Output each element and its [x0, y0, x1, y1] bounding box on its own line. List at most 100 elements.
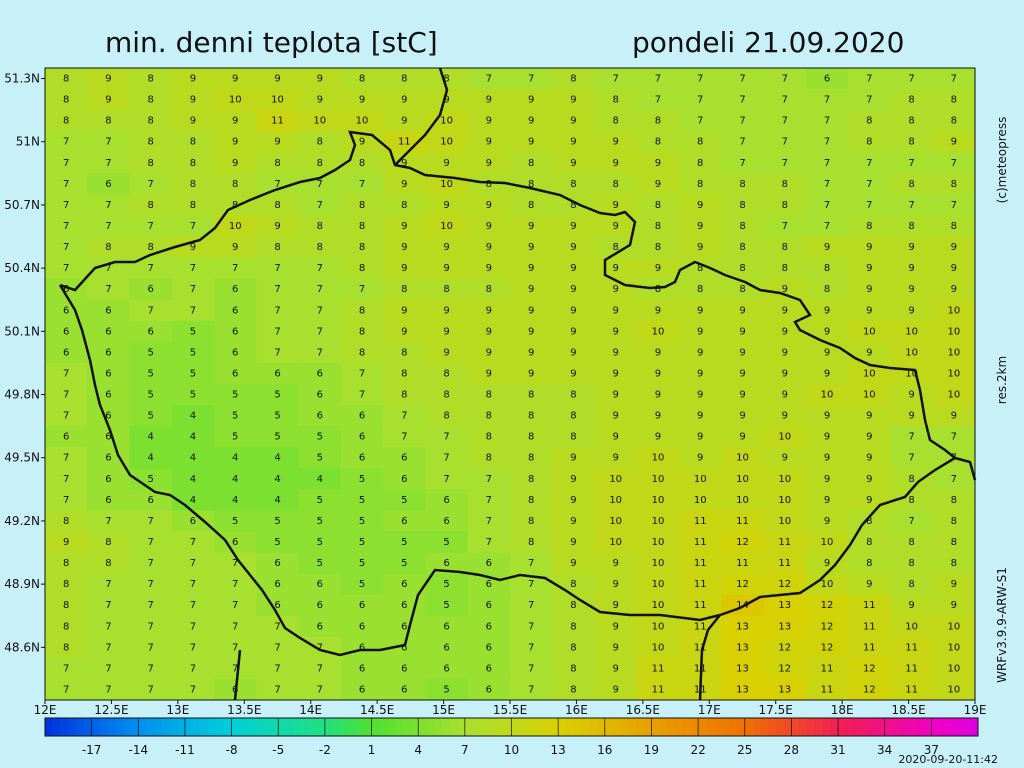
cell-value: 8 [401, 390, 407, 401]
cell-fill [636, 194, 680, 216]
cell-value: 6 [443, 558, 449, 569]
cell-value: 6 [486, 558, 492, 569]
cell-fill [763, 489, 807, 511]
cell-fill [679, 615, 722, 638]
cell-fill [340, 468, 384, 490]
cell-fill [721, 384, 765, 406]
cell-value: 8 [232, 179, 238, 190]
cell-value: 6 [105, 453, 111, 464]
cell-fill [383, 615, 426, 638]
colorbar-segment [721, 718, 730, 736]
cell-fill [932, 573, 976, 596]
cell-fill [848, 447, 891, 469]
cell-value: 8 [147, 116, 153, 127]
colorbar-segment [791, 718, 800, 736]
cell-value: 10 [609, 495, 622, 506]
cell-value: 8 [866, 116, 872, 127]
colorbar-segment [441, 718, 450, 736]
cell-fill [45, 173, 88, 195]
cell-fill [87, 362, 131, 385]
cell-fill [129, 468, 173, 490]
cell-fill [45, 489, 88, 511]
cell-fill [298, 68, 342, 90]
cell-value: 8 [528, 179, 534, 190]
cell-value: 9 [824, 242, 830, 253]
colorbar-segment [667, 718, 676, 736]
cell-value: 9 [401, 179, 407, 190]
cell-value: 10 [736, 453, 749, 464]
cell-fill [214, 531, 257, 554]
cell-value: 9 [655, 263, 661, 274]
colorbar-segment [783, 718, 792, 736]
cell-value: 7 [190, 600, 196, 611]
resolution: res.2km [995, 356, 1009, 404]
cell-value: 6 [359, 684, 365, 695]
colorbar-segment [542, 718, 551, 736]
cell-fill [890, 468, 934, 490]
colorbar-segment [845, 718, 855, 736]
cell-value: 6 [105, 326, 111, 337]
cell-fill [721, 615, 765, 638]
cell-fill [932, 657, 976, 680]
colorbar-segment [806, 718, 816, 736]
cell-value: 8 [317, 242, 323, 253]
cell-fill [932, 131, 976, 153]
cell-fill [214, 152, 257, 174]
cell-fill [467, 215, 511, 238]
cell-fill [932, 615, 976, 638]
cell-value: 9 [190, 116, 196, 127]
cell-fill [214, 384, 257, 406]
cell-fill [721, 278, 765, 301]
colorbar-segment [239, 718, 248, 736]
cell-fill [298, 678, 342, 701]
cell-value: 9 [697, 200, 703, 211]
cell-value: 6 [63, 432, 69, 443]
cell-fill [171, 489, 215, 511]
cell-fill [594, 531, 638, 554]
cell-value: 7 [782, 116, 788, 127]
cell-fill [805, 257, 849, 280]
cell-fill [552, 89, 596, 111]
cell-value: 9 [105, 95, 111, 106]
cell-value: 7 [697, 74, 703, 85]
cell-fill [805, 68, 849, 90]
cell-fill [932, 341, 976, 364]
cell-fill [890, 489, 934, 511]
cell-value: 9 [528, 368, 534, 379]
colorbar-segment [68, 718, 77, 736]
cell-value: 7 [274, 305, 280, 316]
cell-fill [932, 510, 976, 532]
cell-value: 9 [612, 284, 618, 295]
cell-value: 10 [947, 621, 960, 632]
cell-fill [171, 152, 215, 174]
cell-value: 9 [951, 284, 957, 295]
cell-fill [636, 362, 680, 385]
cell-value: 6 [317, 411, 323, 422]
cell-fill [425, 552, 469, 575]
cell-fill [214, 510, 257, 532]
cell-fill [763, 426, 807, 448]
cell-value: 9 [401, 158, 407, 169]
cell-value: 10 [947, 663, 960, 674]
cell-value: 8 [359, 221, 365, 232]
cell-fill [214, 110, 257, 132]
cell-fill [171, 573, 215, 596]
cell-value: 7 [147, 179, 153, 190]
cell-fill [256, 468, 300, 490]
cell-fill [763, 468, 807, 490]
cell-fill [763, 573, 807, 596]
cell-fill [87, 110, 131, 132]
cell-fill [594, 152, 638, 174]
cell-fill [721, 152, 765, 174]
cell-value: 9 [655, 305, 661, 316]
cell-value: 10 [652, 558, 665, 569]
cell-value: 13 [778, 684, 791, 695]
cell-value: 8 [486, 179, 492, 190]
colorbar-segment [83, 718, 93, 736]
cell-fill [721, 489, 765, 511]
cell-fill [763, 194, 807, 216]
cell-fill [594, 68, 638, 90]
cell-value: 12 [821, 621, 834, 632]
cell-fill [763, 152, 807, 174]
cell-value: 8 [528, 495, 534, 506]
